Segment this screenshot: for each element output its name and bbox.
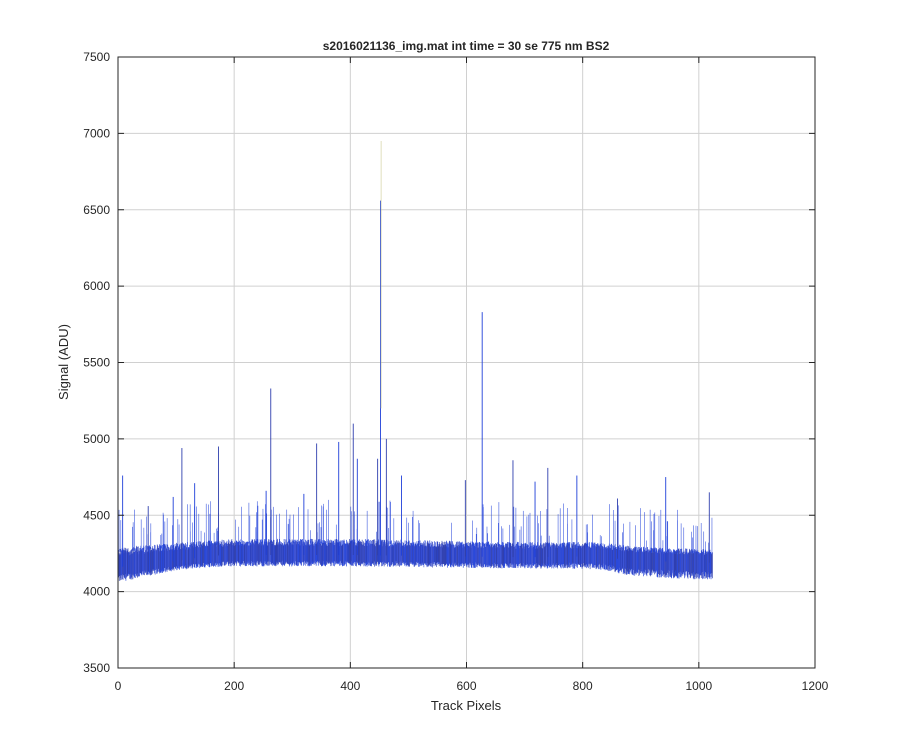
data-layer xyxy=(118,141,713,581)
y-axis-label: Signal (ADU) xyxy=(56,324,71,400)
axes-box xyxy=(117,56,816,669)
signal-band-series-3 xyxy=(121,538,709,580)
x-axis-label: Track Pixels xyxy=(431,698,502,713)
y-tick-label: 3500 xyxy=(83,661,110,675)
y-tick-label: 5500 xyxy=(83,356,110,370)
x-tick-label: 1000 xyxy=(685,679,712,693)
axes xyxy=(117,56,816,669)
x-tick-label: 200 xyxy=(224,679,244,693)
minor-spikes xyxy=(118,499,713,555)
x-tick-label: 1200 xyxy=(802,679,829,693)
y-tick-label: 6500 xyxy=(83,203,110,217)
x-tick-label: 600 xyxy=(456,679,476,693)
x-tick-label: 400 xyxy=(340,679,360,693)
tick-labels: 0 200 400 600 800 1000 1200 3500 4000 4500 5000 550… xyxy=(83,50,828,693)
x-tick-label: 800 xyxy=(573,679,593,693)
y-tick-label: 6000 xyxy=(83,279,110,293)
y-tick-label: 7500 xyxy=(83,50,110,64)
chart-title: s2016021136_img.mat int time = 30 se 775… xyxy=(323,39,610,53)
y-tick-label: 7000 xyxy=(83,126,110,140)
y-tick-label: 4500 xyxy=(83,508,110,522)
x-tick-label: 0 xyxy=(115,679,122,693)
y-tick-label: 4000 xyxy=(83,585,110,599)
y-tick-label: 5000 xyxy=(83,432,110,446)
